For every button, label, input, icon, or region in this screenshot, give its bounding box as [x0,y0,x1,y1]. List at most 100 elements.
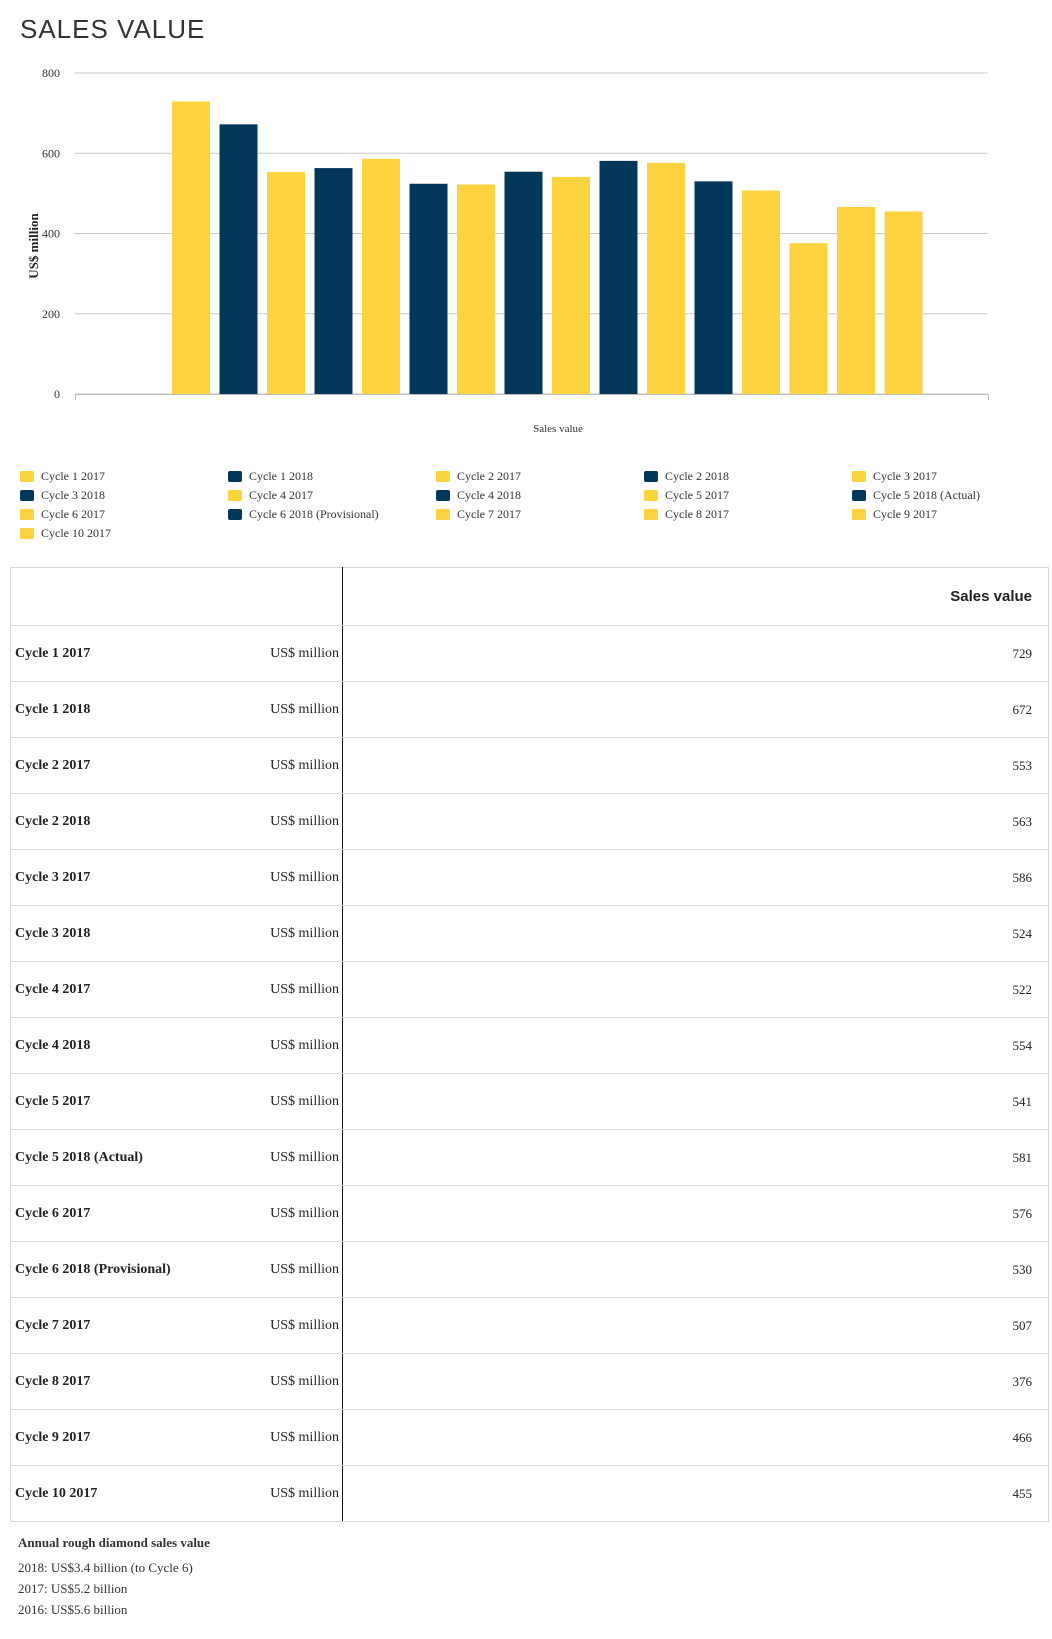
bar[interactable]: Cycle 2 2018: 563 [314,168,353,394]
y-axis-ticks: 0 200 400 600 800 [42,66,60,401]
legend-label: Cycle 6 2017 [41,506,105,521]
bar[interactable]: Cycle 4 2018: 554 [504,171,543,394]
bar[interactable]: Cycle 6 2017: 576 [647,162,685,394]
bar[interactable]: Cycle 1 2018: 672 [219,124,258,395]
table-row-unit: US$ million [238,1409,343,1466]
legend-item[interactable]: Cycle 4 2018 [436,487,644,503]
table-row-label: Cycle 3 2017 [10,849,239,906]
legend-swatch [644,470,658,482]
chart-legend: Cycle 1 2017 Cycle 1 2018 Cycle 2 2017 Cycl… [20,468,1050,541]
table-row-value: 553 [342,737,1049,794]
table-row: Cycle 5 2018 (Actual) US$ million 581 [10,1129,1049,1186]
legend-label: Cycle 4 2018 [457,487,521,502]
page-title: SALES VALUE [20,14,206,44]
bar[interactable]: Cycle 8 2017: 376 [789,243,828,394]
table-row: Cycle 3 2018 US$ million 524 [10,905,1049,962]
table-row: Cycle 3 2017 US$ million 586 [10,849,1049,906]
table-header-row: Sales value [10,567,1049,626]
table-row: Cycle 5 2017 US$ million 541 [10,1073,1049,1130]
legend-swatch [20,489,34,501]
legend-label: Cycle 5 2018 (Actual) [873,487,980,502]
legend-label: Cycle 3 2018 [41,487,105,502]
table-header-empty [10,567,239,626]
legend-swatch [852,508,866,520]
table-row-value: 541 [342,1073,1049,1130]
bar[interactable]: Cycle 3 2017: 586 [362,158,400,394]
note-line-2017: 2017: US$5.2 billion [18,1581,128,1596]
legend-item[interactable]: Cycle 5 2018 (Actual) [852,487,1052,503]
table-row-unit: US$ million [238,681,343,738]
bar[interactable]: Cycle 9 2017: 466 [837,207,875,394]
y-tick-label: 400 [42,227,60,241]
legend-swatch [852,470,866,482]
legend-swatch [20,470,34,482]
table-row: Cycle 4 2018 US$ million 554 [10,1017,1049,1074]
legend-item[interactable]: Cycle 4 2017 [228,487,436,503]
table-header-sales-value: Sales value [342,567,1049,626]
annual-sales-notes: Annual rough diamond sales value 2018: U… [18,1535,210,1622]
legend-item[interactable]: Cycle 6 2017 [20,506,228,522]
table-row-value: 507 [342,1297,1049,1354]
legend-label: Cycle 9 2017 [873,506,937,521]
table-row: Cycle 6 2017 US$ million 576 [10,1185,1049,1242]
legend-swatch [436,470,450,482]
y-tick-label: 0 [54,387,60,401]
legend-label: Cycle 2 2018 [665,468,729,483]
table-row-unit: US$ million [238,1017,343,1074]
table-row: Cycle 2 2018 US$ million 563 [10,793,1049,850]
table-row-label: Cycle 2 2017 [10,737,239,794]
table-row: Cycle 1 2017 US$ million 729 [10,625,1049,682]
table-row-unit: US$ million [238,1129,343,1186]
table-row-label: Cycle 1 2018 [10,681,239,738]
legend-label: Cycle 7 2017 [457,506,521,521]
table-row-value: 586 [342,849,1049,906]
legend-swatch [228,470,242,482]
legend-item[interactable]: Cycle 5 2017 [644,487,852,503]
legend-swatch [20,527,34,539]
legend-item[interactable]: Cycle 2 2017 [436,468,644,484]
table-row: Cycle 1 2018 US$ million 672 [10,681,1049,738]
legend-label: Cycle 6 2018 (Provisional) [249,506,379,521]
bar[interactable]: Cycle 2 2017: 553 [267,172,305,394]
bar[interactable]: Cycle 5 2018 (Actual): 581 [599,160,638,394]
bar[interactable]: Cycle 5 2017: 541 [552,176,590,394]
bar[interactable]: Cycle 1 2017: 729 [172,101,210,395]
legend-item[interactable]: Cycle 2 2018 [644,468,852,484]
table-row-label: Cycle 4 2018 [10,1017,239,1074]
table-row-value: 729 [342,625,1049,682]
legend-item[interactable]: Cycle 1 2017 [20,468,228,484]
bar[interactable]: Cycle 10 2017: 455 [884,211,923,394]
bar[interactable]: Cycle 3 2018: 524 [409,183,448,394]
legend-label: Cycle 2 2017 [457,468,521,483]
table-row-unit: US$ million [238,905,343,962]
legend-item[interactable]: Cycle 3 2017 [852,468,1052,484]
legend-label: Cycle 1 2018 [249,468,313,483]
table-row: Cycle 4 2017 US$ million 522 [10,961,1049,1018]
x-axis-label: Sales value [533,423,583,435]
bar[interactable]: Cycle 6 2018 (Provisional): 530 [694,181,733,394]
bar[interactable]: Cycle 7 2017: 507 [742,190,780,394]
legend-label: Cycle 4 2017 [249,487,313,502]
table-row-value: 455 [342,1465,1049,1522]
table-row: Cycle 6 2018 (Provisional) US$ million 530 [10,1241,1049,1298]
notes-heading: Annual rough diamond sales value [18,1535,210,1550]
legend-item[interactable]: Cycle 8 2017 [644,506,852,522]
table-row-label: Cycle 8 2017 [10,1353,239,1410]
table-row-unit: US$ million [238,1241,343,1298]
legend-item[interactable]: Cycle 3 2018 [20,487,228,503]
table-row-unit: US$ million [238,737,343,794]
table-body: Cycle 1 2017 US$ million 729 Cycle 1 2018 US… [10,625,1049,1522]
table-row-label: Cycle 3 2018 [10,905,239,962]
legend-label: Cycle 8 2017 [665,506,729,521]
legend-item[interactable]: Cycle 7 2017 [436,506,644,522]
table-row-unit: US$ million [238,1073,343,1130]
table-row: Cycle 7 2017 US$ million 507 [10,1297,1049,1354]
table-row-unit: US$ million [238,961,343,1018]
legend-item[interactable]: Cycle 10 2017 [20,525,228,541]
legend-item[interactable]: Cycle 6 2018 (Provisional) [228,506,436,522]
legend-label: Cycle 5 2017 [665,487,729,502]
bar[interactable]: Cycle 4 2017: 522 [457,184,495,394]
legend-item[interactable]: Cycle 9 2017 [852,506,1052,522]
legend-item[interactable]: Cycle 1 2018 [228,468,436,484]
